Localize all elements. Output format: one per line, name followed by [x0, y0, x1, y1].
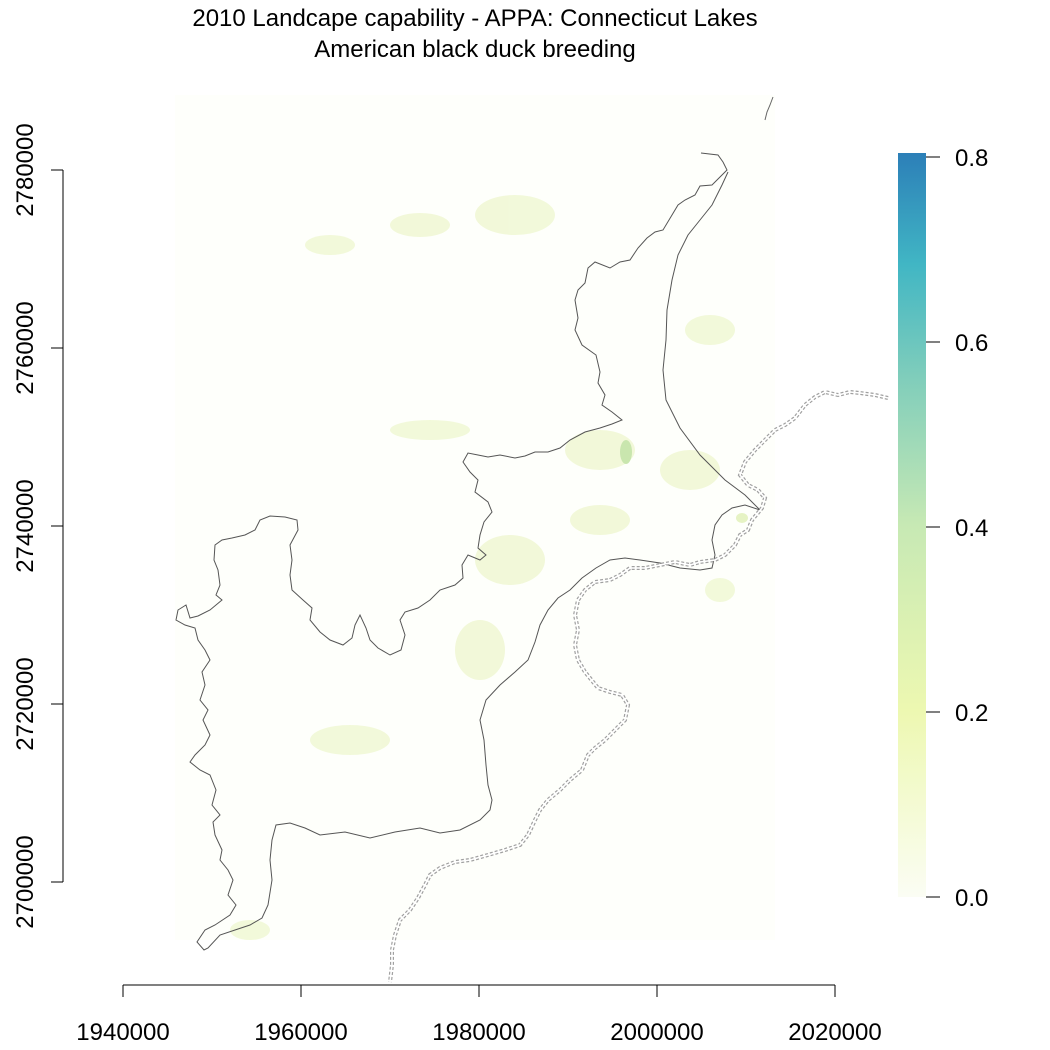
raster-layer [175, 95, 775, 940]
legend-colorbar: 0.0 0.2 0.4 0.6 0.8 [898, 145, 988, 912]
map-subtitle: American black duck breeding [314, 36, 636, 63]
y-tick-label: 2760000 [12, 301, 39, 394]
y-tick-label: 2740000 [12, 479, 39, 572]
legend-tick-label: 0.4 [955, 515, 988, 542]
appa-boundary [175, 152, 761, 951]
x-tick-label: 2020000 [788, 1019, 881, 1046]
x-axis: 1940000 1960000 1980000 2000000 2020000 [76, 984, 882, 1046]
y-axis: 2700000 2720000 2740000 2760000 2780000 [12, 123, 64, 929]
y-tick-label: 2780000 [12, 123, 39, 216]
map-title: 2010 Landcape capability - APPA: Connect… [192, 5, 758, 32]
x-tick-label: 1980000 [432, 1019, 525, 1046]
y-tick-label: 2720000 [12, 657, 39, 750]
state-line [388, 96, 889, 983]
y-tick-label: 2700000 [12, 835, 39, 928]
legend-tick-label: 0.0 [955, 885, 988, 912]
legend-tick-label: 0.2 [955, 700, 988, 727]
legend-tick-label: 0.8 [955, 145, 988, 172]
x-tick-label: 1940000 [76, 1019, 169, 1046]
x-tick-label: 2000000 [610, 1019, 703, 1046]
x-tick-label: 1960000 [254, 1019, 347, 1046]
legend-tick-label: 0.6 [955, 330, 988, 357]
